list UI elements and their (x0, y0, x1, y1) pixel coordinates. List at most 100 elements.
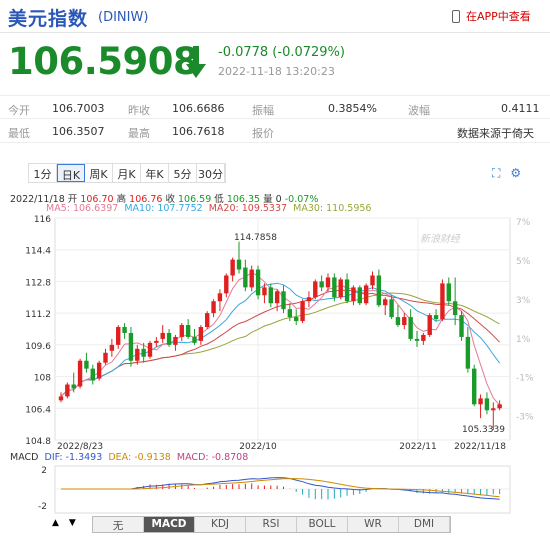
candle (103, 348, 108, 365)
candle (357, 285, 362, 306)
tab-period[interactable]: 周K (85, 164, 113, 182)
y-tick-label: 116 (34, 215, 51, 225)
ma30-value: MA30: 110.5956 (293, 203, 372, 214)
candle (363, 283, 369, 306)
candle (306, 291, 312, 308)
candle-body (478, 398, 483, 405)
candle (122, 323, 127, 339)
ma-legend: MA5: 106.6397 MA10: 107.7752 MA20: 109.5… (46, 203, 371, 214)
macd-value: MACD: -0.8708 (176, 452, 249, 463)
candle-body (370, 275, 375, 286)
candle (205, 311, 210, 329)
kline-open: 106.70 (80, 194, 114, 205)
candle (173, 334, 178, 351)
candle-body (440, 283, 445, 320)
candle (294, 309, 299, 326)
candle-body (465, 336, 471, 369)
candle (243, 259, 248, 292)
candle (185, 319, 191, 339)
candle-body (338, 279, 343, 298)
wave-value: 0.4111 (501, 102, 540, 115)
indicator-tab[interactable]: RSI (246, 517, 297, 532)
high-label: 最高 (128, 127, 150, 140)
candle-body (166, 332, 172, 345)
candle (427, 313, 432, 337)
y-tick-label: 108 (34, 374, 51, 384)
candle (96, 360, 102, 381)
candle-body (103, 352, 108, 363)
period-tabs: 1分 日K 周K 月K 年K 5分 30分 (28, 163, 226, 183)
candle-body (179, 325, 184, 337)
candle-body (255, 269, 261, 296)
candle-body (383, 299, 388, 306)
kline-low-label: 低 (214, 194, 224, 205)
indicator-tab[interactable]: 无 (93, 517, 144, 532)
candle-body (306, 297, 312, 302)
candle (90, 364, 95, 385)
candle (472, 364, 477, 407)
candle (192, 329, 197, 345)
candle (236, 241, 242, 274)
indicator-tab[interactable]: DMI (399, 517, 450, 532)
tab-period[interactable]: 30分 (197, 164, 225, 182)
tab-period[interactable]: 日K (57, 164, 85, 182)
candle (313, 279, 318, 300)
candle-body (262, 287, 267, 296)
tab-period[interactable]: 5分 (169, 164, 197, 182)
candle-body (268, 287, 273, 304)
pct-tick-label: -1% (516, 374, 534, 384)
candle (58, 392, 64, 403)
amplitude-value: 0.3854% (328, 102, 377, 115)
open-value: 106.7003 (52, 102, 105, 115)
kline-close-label: 收 (165, 194, 175, 205)
candle-body (319, 281, 324, 288)
index-code: (DINIW) (98, 10, 149, 25)
low-value: 106.3507 (52, 125, 105, 138)
kline-info: 2022/11/18 开 106.70 高 106.76 收 106.59 低 … (10, 191, 318, 205)
candle (249, 265, 254, 292)
open-in-app-link[interactable]: 在APP中查看 (452, 8, 531, 24)
pct-tick-label: 1% (516, 335, 531, 345)
indicator-tab[interactable]: BOLL (297, 517, 348, 532)
tab-period[interactable]: 月K (113, 164, 141, 182)
nav-up-icon[interactable]: ▲ (52, 518, 59, 528)
candle (497, 400, 502, 411)
stats-row: 今开 106.7003 昨收 106.6686 振幅 0.3854% 波幅 0.… (0, 95, 550, 119)
candle (300, 299, 305, 324)
candle-body (185, 325, 191, 337)
candle (370, 271, 375, 290)
chart-toolbar: ⛶ ⚙ (492, 166, 521, 181)
fullscreen-icon[interactable]: ⛶ (492, 166, 501, 180)
wave-label: 波幅 (408, 104, 430, 117)
ma5-line (60, 271, 500, 406)
kline-high-label: 高 (116, 194, 127, 205)
candle (166, 329, 172, 347)
watermark: 新浪财经 (420, 233, 461, 245)
candle (262, 283, 267, 304)
candle-body (217, 293, 223, 302)
kline-chart[interactable]: 116 114.4 112.8 111.2 109.6 108 106.4 104.8 7% 5%… (0, 212, 550, 452)
kline-pct: -0.07% (284, 194, 319, 205)
candle-body (408, 317, 413, 339)
indicator-tab[interactable]: KDJ (195, 517, 246, 532)
pct-tick-label: 7% (516, 218, 531, 228)
candle-body (287, 309, 293, 318)
y-tick-label: 106.4 (25, 405, 51, 415)
ma10-line (60, 282, 501, 397)
tab-period[interactable]: 年K (141, 164, 169, 182)
indicator-tab[interactable]: MACD (144, 517, 195, 532)
candle-body (160, 332, 165, 339)
candle (402, 313, 407, 329)
candle-body (484, 398, 490, 411)
indicator-tab[interactable]: WR (348, 517, 399, 532)
candle-body (198, 327, 204, 341)
candle-body (96, 362, 102, 379)
candle (255, 265, 261, 300)
candle-body (313, 281, 318, 298)
index-title: 美元指数 (8, 8, 89, 30)
nav-down-icon[interactable]: ▼ (68, 518, 76, 528)
tab-period[interactable]: 1分 (29, 164, 57, 182)
settings-icon[interactable]: ⚙ (510, 166, 522, 180)
candle-body (357, 287, 362, 304)
